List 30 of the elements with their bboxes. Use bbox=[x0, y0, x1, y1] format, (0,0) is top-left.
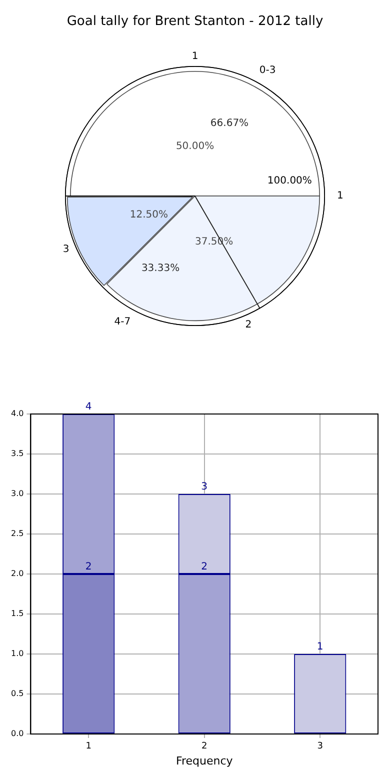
y-tick-label: 1.5 bbox=[10, 609, 24, 618]
y-tick-label: 0.0 bbox=[10, 729, 24, 738]
slice-label: 4-7 bbox=[114, 316, 131, 328]
y-tick-label: 3.0 bbox=[10, 489, 24, 498]
data-label: 100.00% bbox=[267, 175, 312, 186]
total-label: 1 bbox=[316, 642, 324, 653]
x-tick-label: 3 bbox=[317, 742, 323, 752]
total-label: 3 bbox=[201, 482, 208, 493]
y-tick-label: 3.5 bbox=[10, 449, 24, 458]
data-label: 2 bbox=[201, 562, 208, 573]
slice-label: 2 bbox=[245, 320, 252, 331]
slice-label: 1 bbox=[336, 190, 344, 202]
x-tick-label: 1 bbox=[86, 742, 92, 752]
data-label: 12.50% bbox=[130, 210, 168, 221]
x-axis-title: Frequency bbox=[176, 754, 234, 768]
y-tick-label: 2.0 bbox=[10, 569, 24, 578]
data-label: 50.00% bbox=[176, 140, 214, 152]
chart-title: Goal tally for Brent Stanton - 2012 tally bbox=[66, 14, 324, 31]
slice-label: 3 bbox=[62, 244, 70, 255]
y-tick-label: 0.5 bbox=[10, 689, 24, 698]
x-tick-label: 2 bbox=[201, 742, 208, 752]
y-tick-label: 4.0 bbox=[10, 409, 24, 418]
data-label: 33.33% bbox=[141, 263, 180, 274]
slice-label: 0-3 bbox=[259, 64, 276, 76]
y-tick-label: 1.0 bbox=[10, 649, 24, 658]
slice-label: 1 bbox=[192, 51, 198, 62]
data-label: 66.67% bbox=[210, 118, 249, 130]
y-tick-label: 2.5 bbox=[10, 529, 24, 538]
total-label: 4 bbox=[85, 402, 92, 413]
data-label: 2 bbox=[85, 562, 92, 573]
